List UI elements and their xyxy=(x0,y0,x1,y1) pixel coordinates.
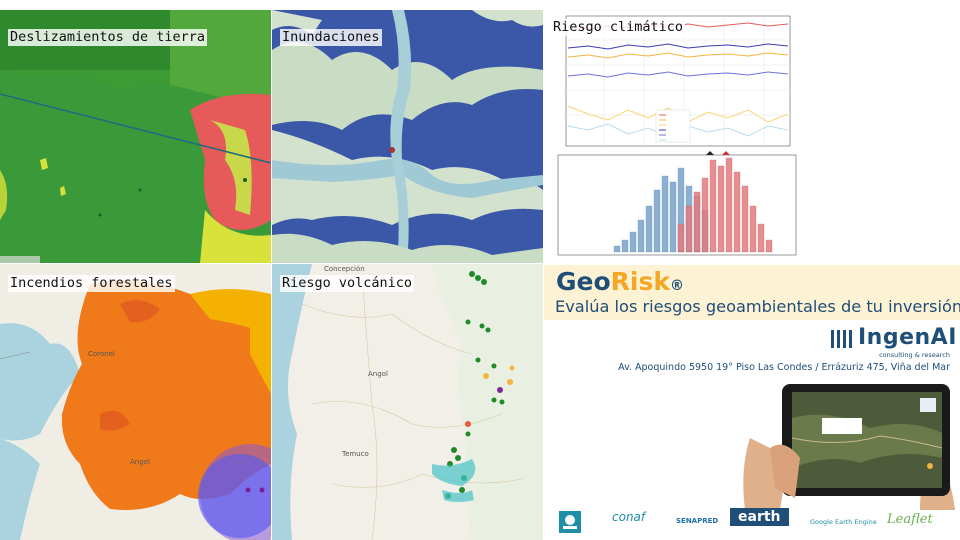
flood-label: Inundaciones xyxy=(280,29,382,46)
landslide-risk-map: Deslizamientos de tierra xyxy=(0,10,271,263)
wildfire-risk-map: Incendios forestales Coronel Angol xyxy=(0,264,271,540)
company-address: Av. Apoquindo 5950 19° Piso Las Condes /… xyxy=(618,362,950,373)
ingenai-logo: IngenAI consulting & research xyxy=(830,325,956,361)
flood-map-graphic xyxy=(272,10,543,263)
volcanic-place-temuco: Temuco xyxy=(342,450,369,458)
volcanic-map-graphic xyxy=(272,264,543,540)
logo-leaflet: Leaflet xyxy=(887,512,933,527)
logo-google-earth-engine: Google Earth Engine xyxy=(810,518,877,526)
volcanic-place-concepcion: Concepción xyxy=(324,265,365,273)
logo-conaf: conaf xyxy=(612,510,646,524)
partner-logos: conaf SENAPRED earth Google Earth Engine… xyxy=(556,506,950,536)
climate-label: Riesgo climático xyxy=(551,19,686,36)
shield-logo-icon xyxy=(559,511,581,533)
volcanic-place-angol: Angol xyxy=(368,370,388,378)
brand-risk: Risk xyxy=(610,267,670,296)
climate-risk-panel: Riesgo climático xyxy=(544,10,816,263)
climate-charts-graphic xyxy=(557,15,797,256)
volcanic-risk-map: Riesgo volcánico Concepción Angol Temuco xyxy=(272,264,543,540)
brand-geo: Geo xyxy=(556,267,611,296)
wildfire-place-angol: Angol xyxy=(130,458,150,466)
landslide-map-graphic xyxy=(0,10,271,263)
logo-senapred: SENAPRED xyxy=(676,517,719,525)
brand-tagline: Evalúa los riesgos geoambientales de tu … xyxy=(555,297,960,316)
tablet-graphic xyxy=(743,384,955,510)
ingenai-name: IngenAI xyxy=(858,325,957,350)
logo-earth: earth xyxy=(730,508,789,526)
flood-risk-map: Inundaciones xyxy=(272,10,543,263)
wildfire-label: Incendios forestales xyxy=(8,275,175,292)
wildfire-map-graphic xyxy=(0,264,271,540)
brand-registered-mark: ® xyxy=(669,278,684,294)
brand-banner xyxy=(544,265,960,320)
ingenai-bars-icon xyxy=(831,330,852,348)
landslide-label: Deslizamientos de tierra xyxy=(8,29,208,46)
tablet-illustration xyxy=(730,378,958,510)
georisk-logo: GeoRisk® xyxy=(556,266,684,302)
volcanic-label: Riesgo volcánico xyxy=(280,275,415,292)
wildfire-place-coronel: Coronel xyxy=(88,350,115,358)
ingenai-subtitle: consulting & research xyxy=(879,351,950,359)
